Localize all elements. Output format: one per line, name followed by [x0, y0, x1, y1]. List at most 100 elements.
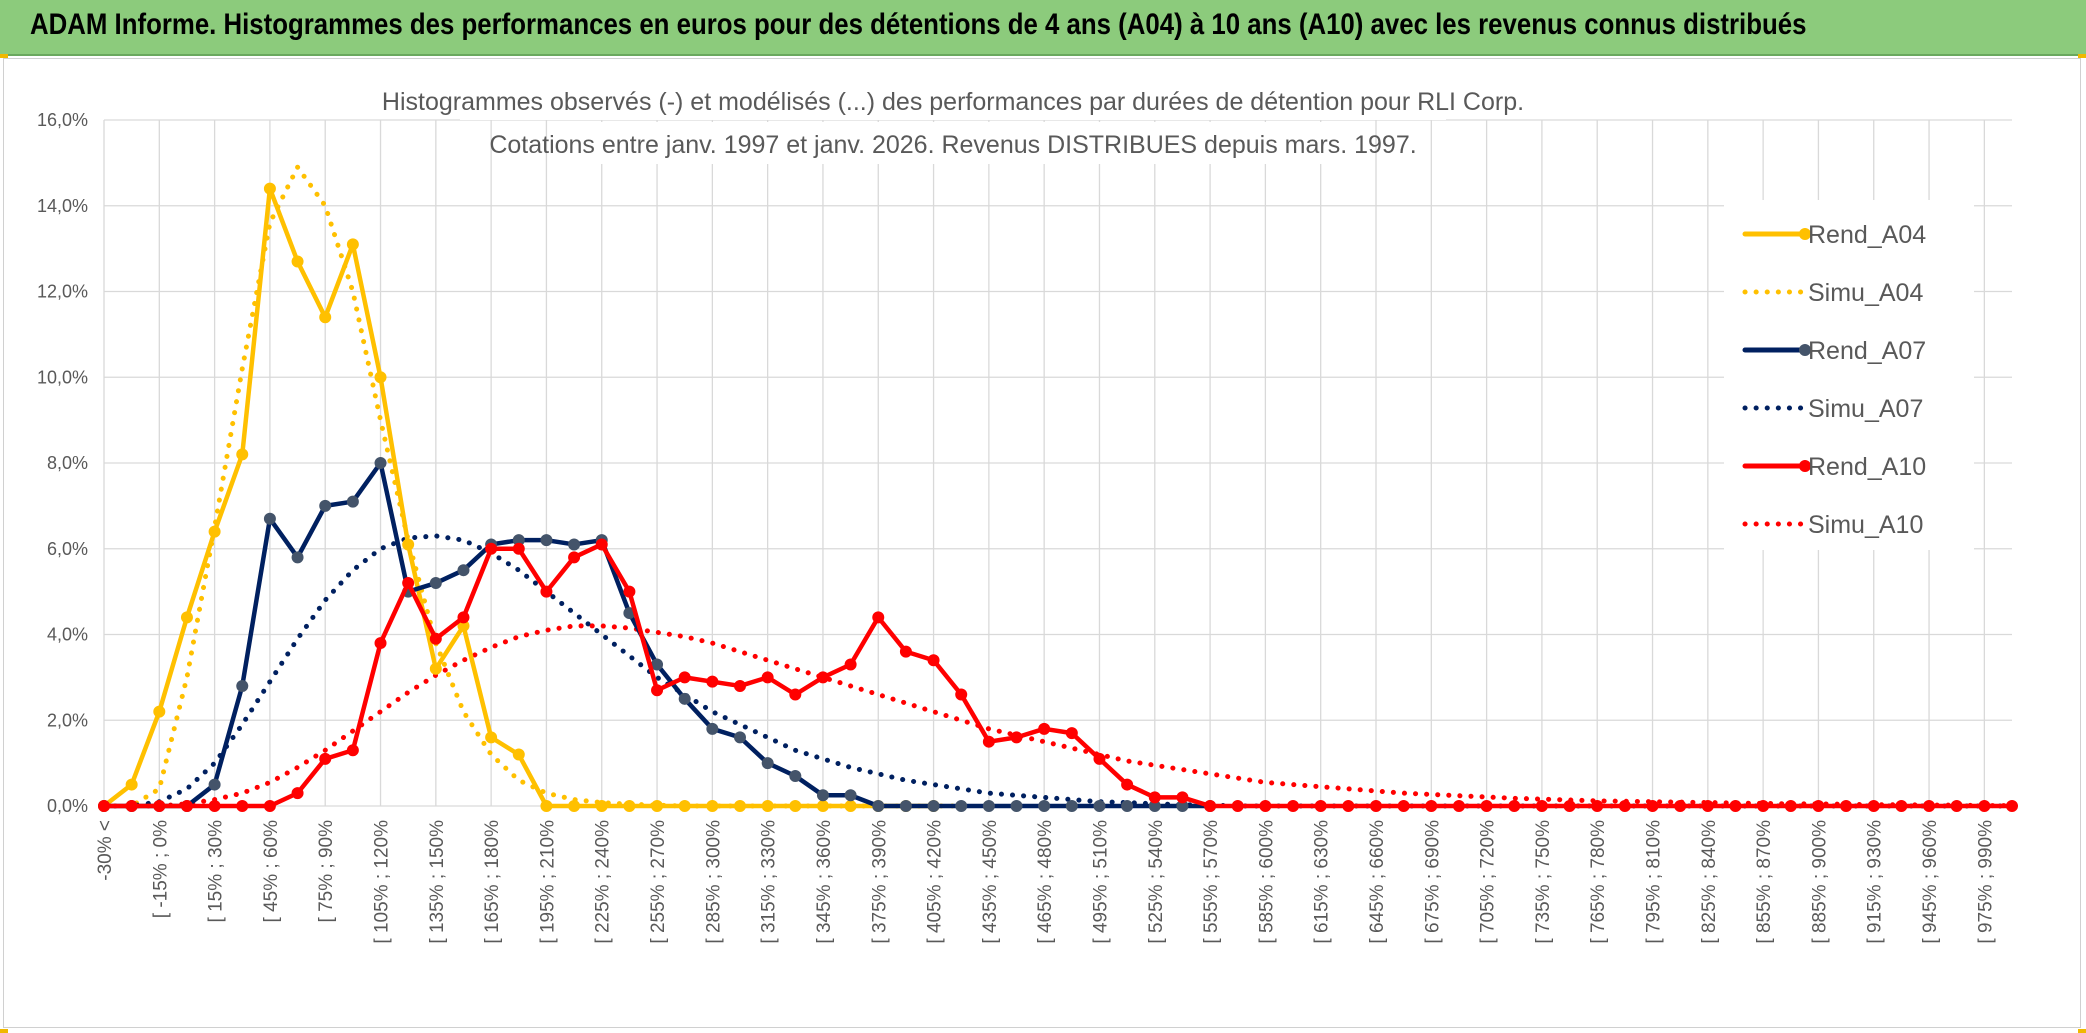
data-point: [1010, 800, 1023, 812]
data-point: [236, 448, 249, 461]
data-point: [98, 800, 110, 812]
data-point: [872, 611, 885, 624]
data-point: [485, 542, 498, 555]
data-point: [651, 800, 664, 812]
data-point: [1093, 752, 1106, 765]
data-point: [291, 255, 304, 268]
data-point: [1784, 800, 1797, 812]
corner-accent: [2078, 1029, 2086, 1033]
x-tick-label: [ 885% ; 900%: [1809, 820, 1830, 944]
data-point: [1038, 800, 1051, 812]
data-point: [955, 800, 968, 812]
x-tick-label: [ 285% ; 300%: [703, 820, 724, 944]
x-tick-label: [ 405% ; 420%: [925, 820, 946, 944]
data-point: [125, 800, 138, 812]
legend: Rend_A04 Simu_A04 Rend_A07 Simu_A07 Rend_A10…: [1724, 200, 1974, 550]
chart-title-line-2: Cotations entre janv. 1997 et janv. 2026…: [489, 131, 1416, 159]
data-point: [816, 800, 829, 812]
x-tick-label: [ 825% ; 840%: [1699, 820, 1720, 944]
data-point: [1563, 800, 1576, 812]
y-tick-label: 16,0%: [37, 110, 88, 130]
data-point: [346, 238, 359, 251]
legend-item: Simu_A07: [1742, 395, 1923, 423]
data-point: [1148, 791, 1161, 804]
data-point: [844, 658, 857, 671]
y-tick-label: 14,0%: [37, 196, 88, 216]
data-point: [1618, 800, 1631, 812]
data-point: [1065, 800, 1078, 812]
x-tick-label: [ 705% ; 720%: [1478, 820, 1499, 944]
x-tick-label: [ 345% ; 360%: [814, 820, 835, 944]
data-point: [678, 692, 691, 705]
series-group: [98, 164, 2018, 812]
corner-accent: [0, 1029, 8, 1033]
data-point: [1480, 800, 1493, 812]
data-point: [1121, 800, 1134, 812]
data-point: [1757, 800, 1770, 812]
x-tick-label: [ 945% ; 960%: [1920, 820, 1941, 944]
data-point: [208, 800, 221, 812]
data-point: [1978, 800, 1991, 812]
legend-item: Rend_A10: [1742, 453, 1926, 481]
data-point: [789, 800, 802, 812]
legend-item: Simu_A04: [1742, 279, 1923, 307]
data-point: [153, 800, 166, 812]
data-point: [734, 731, 746, 744]
data-point: [291, 787, 304, 800]
x-tick-label: [ 75% ; 90%: [316, 820, 337, 923]
data-point: [568, 538, 581, 551]
x-tick-label: [ 15% ; 30%: [206, 820, 227, 923]
data-point: [706, 800, 719, 812]
data-point: [346, 744, 359, 757]
x-tick-label: [ 255% ; 270%: [648, 820, 669, 944]
data-point: [402, 538, 415, 551]
data-point: [678, 800, 691, 812]
data-point: [512, 542, 525, 555]
data-point: [2006, 800, 2018, 812]
data-point: [1121, 778, 1134, 791]
data-point: [374, 457, 387, 469]
data-point: [1895, 800, 1908, 812]
legend-label: Simu_A04: [1808, 279, 1923, 307]
data-point: [761, 800, 774, 812]
data-point: [734, 679, 746, 692]
data-point: [761, 671, 774, 684]
y-tick-label: 0,0%: [47, 796, 88, 816]
data-point: [651, 684, 664, 697]
data-point: [429, 577, 442, 590]
data-point: [982, 800, 995, 812]
legend-item: Rend_A04: [1742, 221, 1926, 249]
data-point: [955, 688, 968, 701]
data-point: [319, 311, 332, 324]
data-point: [457, 564, 470, 577]
series-rend-a10: [98, 538, 2018, 812]
data-point: [208, 525, 221, 538]
data-point: [1259, 800, 1272, 812]
x-tick-label: [ 105% ; 120%: [372, 820, 393, 944]
legend-label: Simu_A07: [1808, 395, 1923, 423]
y-tick-label: 12,0%: [37, 282, 88, 302]
data-point: [1342, 800, 1355, 812]
data-point: [1370, 800, 1382, 812]
legend-label: Simu_A10: [1808, 511, 1923, 539]
data-point: [263, 182, 276, 195]
series-line: [101, 623, 2015, 809]
data-point: [457, 611, 470, 624]
x-tick-label: [ 465% ; 480%: [1035, 820, 1056, 944]
data-point: [236, 679, 249, 692]
data-point: [125, 778, 138, 791]
data-point: [1093, 800, 1106, 812]
legend-label: Rend_A04: [1808, 221, 1926, 249]
legend-item: Simu_A10: [1742, 511, 1923, 539]
data-point: [568, 551, 581, 564]
x-axis-ticks: -30% < [ -15% ; 0% [ 15% ; 30% [ 45% ; 60% […: [95, 820, 1996, 944]
data-point: [485, 731, 498, 744]
legend-item: Rend_A07: [1742, 337, 1926, 365]
y-tick-label: 10,0%: [37, 367, 88, 387]
data-point: [623, 585, 636, 598]
data-point: [1950, 800, 1963, 812]
data-point: [319, 752, 332, 765]
data-point: [540, 800, 553, 812]
data-point: [319, 499, 332, 512]
data-point: [761, 757, 774, 770]
